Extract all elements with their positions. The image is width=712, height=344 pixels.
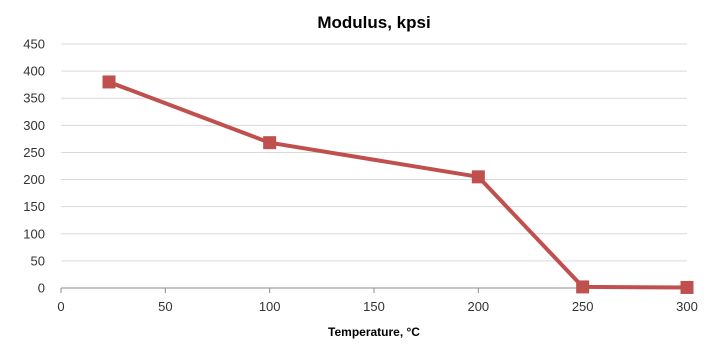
- y-tick-label: 350: [23, 91, 45, 106]
- data-point-marker: [263, 136, 277, 150]
- series-layer: [102, 75, 694, 294]
- x-tick-label: 250: [572, 299, 594, 314]
- x-tick-label: 100: [259, 299, 281, 314]
- data-point-marker: [576, 280, 590, 294]
- y-tick-label: 50: [31, 253, 45, 268]
- grid-lines: [61, 43, 687, 262]
- x-tick-label: 50: [158, 299, 172, 314]
- chart-title: Modulus, kpsi: [317, 13, 430, 32]
- x-tick-label: 200: [467, 299, 489, 314]
- x-tick-label: 150: [363, 299, 385, 314]
- y-tick-labels: 0 50 100 150 200 250 300 350 400 450: [23, 37, 45, 296]
- y-tick-label: 100: [23, 226, 45, 241]
- y-tick-label: 200: [23, 172, 45, 187]
- data-point-marker: [471, 170, 485, 184]
- series-line: [107, 80, 689, 290]
- y-tick-label: 300: [23, 118, 45, 133]
- data-point-marker: [680, 280, 694, 294]
- data-point-marker: [102, 75, 116, 89]
- y-tick-label: 150: [23, 199, 45, 214]
- y-tick-label: 450: [23, 37, 45, 52]
- x-tick-label: 0: [57, 299, 64, 314]
- y-tick-label: 400: [23, 64, 45, 79]
- y-tick-label: 0: [38, 281, 45, 296]
- y-tick-label: 250: [23, 145, 45, 160]
- x-axis-label: Temperature, °C: [328, 325, 420, 339]
- x-tick-label: 300: [676, 299, 698, 314]
- x-tick-labels: 0 50 100 150 200 250 300: [57, 299, 697, 314]
